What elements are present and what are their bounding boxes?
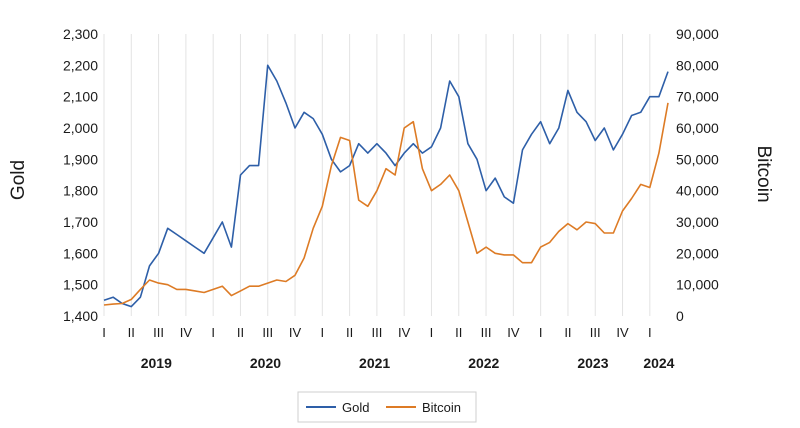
bitcoin-series-line [103,102,669,306]
quarter-label: II [346,325,353,340]
legend: Gold Bitcoin [297,391,477,423]
right-tick-label: 20,000 [676,245,719,261]
bitcoin-legend-label: Bitcoin [422,400,461,415]
right-y-axis: 0 10,000 20,000 30,000 40,000 50,000 60,000 70,… [676,26,719,324]
year-label: 2021 [359,355,390,371]
right-tick-label: 70,000 [676,89,719,105]
left-tick-label: 1,400 [63,308,98,324]
right-tick-label: 40,000 [676,183,719,199]
left-axis-title: Gold [8,160,29,200]
left-tick-label: 2,100 [63,89,98,105]
right-axis-title: Bitcoin [753,145,774,202]
quarter-label: III [153,325,164,340]
year-label: 2022 [468,355,499,371]
right-tick-label: 80,000 [676,57,719,73]
quarter-label: III [262,325,273,340]
left-tick-label: 1,500 [63,277,98,293]
quarter-label: II [128,325,135,340]
right-tick-label: 0 [676,308,684,324]
quarter-label: II [564,325,571,340]
right-tick-label: 50,000 [676,151,719,167]
quarter-label: I [211,325,215,340]
left-y-axis: 1,400 1,500 1,600 1,700 1,800 1,900 2,000 2,100… [63,26,98,324]
quarter-label: II [237,325,244,340]
year-label: 2019 [141,355,172,371]
quarter-label: III [590,325,601,340]
year-label: 2020 [250,355,281,371]
quarter-label: III [481,325,492,340]
right-tick-label: 60,000 [676,120,719,136]
left-tick-label: 1,900 [63,151,98,167]
quarter-label: IV [507,325,520,340]
quarter-label: I [648,325,652,340]
vertical-gridlines [103,34,651,316]
left-tick-label: 2,300 [63,26,98,42]
right-tick-label: 30,000 [676,214,719,230]
year-label: 2023 [577,355,608,371]
left-tick-label: 2,000 [63,120,98,136]
gold-series-line [103,64,669,308]
quarter-label: I [539,325,543,340]
quarter-label: II [455,325,462,340]
quarter-label: IV [289,325,302,340]
left-tick-label: 1,800 [63,183,98,199]
left-tick-label: 2,200 [63,57,98,73]
left-tick-label: 1,600 [63,245,98,261]
year-label: 2024 [643,355,674,371]
quarter-label: IV [180,325,193,340]
right-tick-label: 90,000 [676,26,719,42]
left-tick-label: 1,700 [63,214,98,230]
quarter-label: IV [398,325,411,340]
series-lines [103,64,669,308]
quarter-label: I [102,325,106,340]
x-axis: I II III IV I II III IV I II III IV I II III IV I II III IV… [102,325,674,371]
quarter-label: I [321,325,325,340]
gold-legend-label: Gold [342,400,369,415]
quarter-label: III [371,325,382,340]
right-tick-label: 10,000 [676,277,719,293]
quarter-label: I [430,325,434,340]
quarter-label: IV [616,325,629,340]
